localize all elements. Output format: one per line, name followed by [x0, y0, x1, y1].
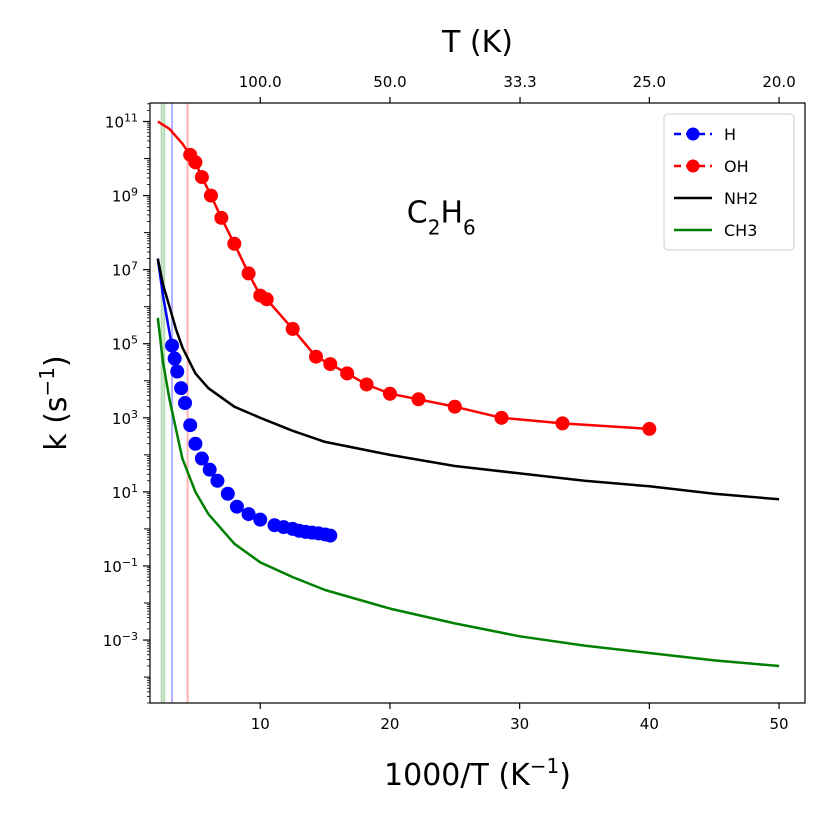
- point-oh-18: [494, 410, 509, 425]
- top-x-axis-label: T (K): [441, 25, 513, 60]
- legend-label-ch3: CH3: [724, 221, 757, 240]
- x-axis-label: 1000/T (K−1): [384, 754, 571, 793]
- point-h-2: [167, 351, 182, 366]
- legend-box: [663, 113, 795, 251]
- point-oh-4: [203, 188, 218, 203]
- plot-frame: [149, 102, 806, 704]
- point-h-6: [183, 418, 198, 433]
- top-tick-label-2: 33.3: [503, 73, 536, 91]
- axes-layer: 10 20 30 40 50 10−3 10−1 101 103 105 107 109 1011 100…: [103, 73, 796, 733]
- x-tick-label-20: 20: [380, 715, 399, 733]
- point-h-8: [194, 451, 209, 466]
- x-tick-label-40: 40: [640, 715, 659, 733]
- point-oh-10: [285, 321, 300, 336]
- point-h-10: [210, 473, 225, 488]
- point-oh-6: [227, 236, 242, 251]
- x-tick-label-30: 30: [510, 715, 529, 733]
- top-tick-label-1: 50.0: [373, 73, 406, 91]
- point-oh-5: [214, 210, 229, 225]
- point-h-5: [178, 396, 193, 410]
- point-oh-17: [447, 399, 462, 414]
- point-oh-12: [323, 357, 338, 372]
- y-tick-label-2: 101: [112, 481, 138, 502]
- legend-label-h: H: [724, 125, 736, 144]
- series-line-oh: [157, 120, 650, 431]
- point-h-7: [188, 436, 203, 451]
- point-h-13: [241, 507, 256, 522]
- point-h-4: [174, 381, 189, 396]
- series-line-ch3: [156, 317, 780, 668]
- x-tick-label-10: 10: [251, 715, 270, 733]
- point-oh-7: [241, 266, 256, 281]
- y-tick-label-3: 103: [112, 407, 138, 428]
- top-tick-label-0: 100.0: [239, 73, 282, 91]
- point-oh-20: [642, 421, 657, 436]
- series-layer: [156, 120, 780, 668]
- legend-label-oh: OH: [724, 157, 749, 176]
- x-tick-label-50: 50: [770, 715, 789, 733]
- point-h-3: [170, 364, 185, 379]
- series-line-nh2: [156, 258, 780, 501]
- legend-label-nh2: NH2: [724, 189, 758, 208]
- legend-marker-h: [686, 127, 700, 141]
- point-oh-14: [359, 377, 374, 392]
- point-oh-11: [309, 349, 324, 364]
- point-h-11: [220, 486, 235, 501]
- point-h-23: [323, 528, 338, 543]
- point-oh-15: [382, 386, 397, 401]
- point-h-1: [165, 338, 180, 353]
- point-oh-16: [411, 392, 426, 407]
- point-h-14: [253, 512, 268, 527]
- top-tick-label-4: 20.0: [762, 73, 795, 91]
- y-tick-label-1: 10−1: [103, 555, 138, 576]
- point-oh-9: [259, 292, 274, 307]
- legend-marker-oh: [686, 159, 700, 173]
- point-oh-13: [340, 366, 355, 381]
- molecule-annotation: C2H6: [407, 195, 476, 239]
- y-tick-label-4: 105: [112, 333, 138, 354]
- point-oh-19: [555, 416, 570, 431]
- y-axis-label: k (s−1): [35, 355, 74, 450]
- y-tick-label-6: 109: [112, 185, 138, 206]
- y-tick-label-7: 1011: [105, 111, 138, 132]
- point-oh-3: [194, 170, 209, 185]
- y-tick-label-5: 107: [112, 259, 138, 280]
- top-tick-label-3: 25.0: [633, 73, 666, 91]
- y-tick-label-0: 10−3: [103, 630, 138, 651]
- legend: H OH NH2 CH3: [663, 113, 795, 251]
- point-oh-2: [188, 155, 203, 170]
- point-h-9: [202, 462, 217, 477]
- point-h-12: [229, 499, 244, 514]
